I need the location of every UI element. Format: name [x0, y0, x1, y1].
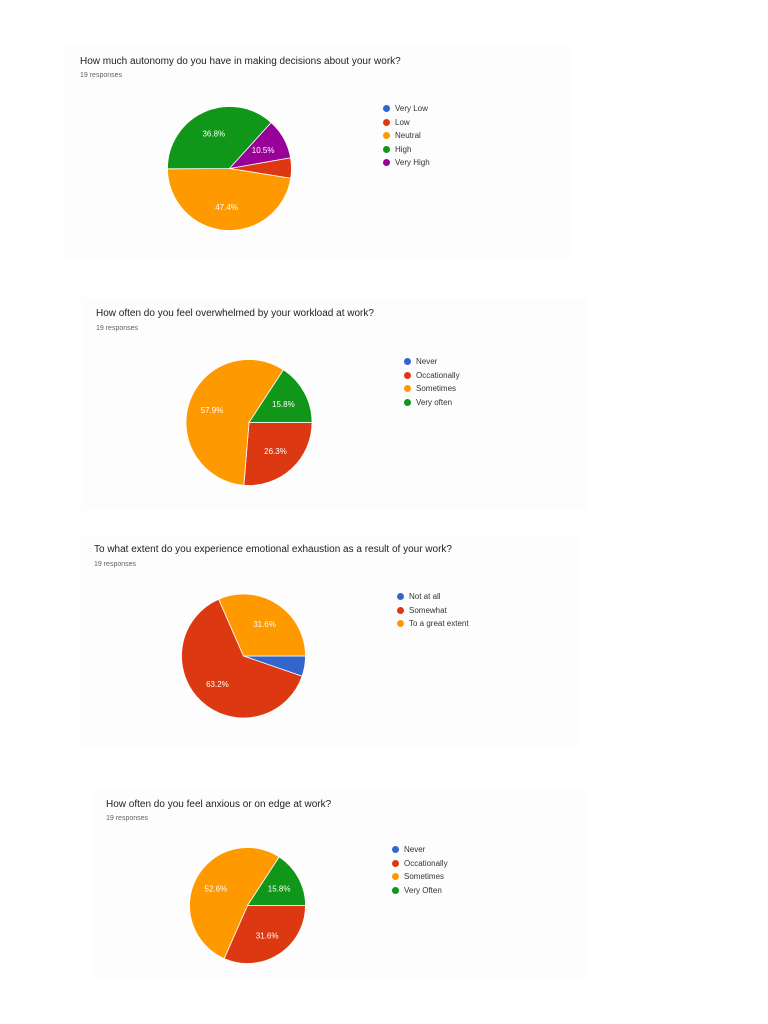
slice-label-occationally: 31.6% [256, 932, 279, 941]
legend-label: Sometimes [404, 872, 445, 882]
chart-title: How much autonomy do you have in making … [80, 56, 401, 67]
legend-label: Not at all [409, 592, 441, 602]
legend-swatch-icon [383, 132, 390, 140]
pie-slice-occationally [243, 422, 313, 486]
pie-chart-autonomy: 47.4% 36.8% 10.5% [167, 106, 292, 231]
legend-swatch-icon [383, 118, 390, 126]
chart-panel-autonomy [64, 46, 570, 258]
slice-label-very-often: 15.8% [268, 884, 291, 893]
legend-item-to-a-great-extent: To a great extent [397, 617, 469, 631]
slice-label-somewhat: 63.2% [206, 680, 229, 689]
pie-slice-sometimes [185, 359, 284, 486]
legend-label: Occationally [416, 370, 460, 380]
legend-swatch-icon [404, 371, 411, 379]
slice-label-very-high: 10.5% [252, 146, 275, 155]
legend-label: To a great extent [409, 619, 469, 629]
response-count: 19 responses [80, 72, 123, 79]
legend-swatch-icon [397, 620, 404, 628]
slice-label-neutral: 47.4% [215, 203, 238, 212]
legend-item-never: Never [404, 355, 460, 369]
legend-label: Low [395, 117, 410, 127]
legend-item-very-often: Very Often [392, 884, 448, 898]
legend-swatch-icon [383, 105, 390, 113]
response-count: 19 responses [96, 325, 139, 332]
legend-item-sometimes: Sometimes [392, 870, 448, 884]
legend-label: Very High [395, 158, 430, 168]
legend-item-neutral: Neutral [383, 129, 430, 143]
pie-slice-occationally [223, 905, 306, 964]
pie-slice-high [167, 106, 272, 170]
slice-label-to-a-great-extent: 31.6% [253, 620, 276, 629]
pie-slice-very-often [246, 856, 306, 906]
legend-item-low: Low [383, 116, 430, 130]
legend-label: Occationally [404, 858, 448, 868]
legend-swatch-icon [404, 358, 411, 366]
legend-label: Very Low [395, 104, 428, 114]
legend-label: Somewhat [409, 605, 447, 615]
chart-title: How often do you feel anxious or on edge… [106, 799, 332, 810]
legend-item-very-often: Very often [404, 396, 460, 410]
response-count: 19 responses [106, 815, 149, 822]
chart-title: How often do you feel overwhelmed by you… [96, 308, 374, 319]
response-count: 19 responses [94, 561, 137, 568]
legend-swatch-icon [397, 606, 404, 614]
legend-swatch-icon [392, 859, 399, 867]
slice-label-very-often: 15.8% [272, 400, 295, 409]
legend-label: Neutral [395, 131, 421, 141]
pie-chart-exhaustion: 63.2% 31.6% [181, 593, 306, 719]
slice-label-sometimes: 52.6% [205, 884, 228, 893]
legend: Never Occationally Sometimes Very often [404, 355, 460, 409]
legend-item-never: Never [392, 843, 448, 857]
legend-swatch-icon [392, 886, 399, 894]
legend-item-very-high: Very High [383, 156, 430, 170]
legend-item-occationally: Occationally [392, 857, 448, 871]
legend-swatch-icon [397, 593, 404, 601]
legend-item-occationally: Occationally [404, 369, 460, 383]
legend-swatch-icon [383, 159, 390, 167]
pie-slice-very-often [248, 369, 313, 423]
legend-label: High [395, 144, 412, 154]
legend-item-very-low: Very Low [383, 102, 430, 116]
legend-label: Never [404, 845, 426, 855]
pie-slice-sometimes [189, 847, 280, 960]
legend-item-not-at-all: Not at all [397, 590, 469, 604]
legend: Never Occationally Sometimes Very Often [392, 843, 448, 897]
chart-panel-workload [82, 298, 588, 510]
legend-swatch-icon [392, 873, 399, 881]
legend-swatch-icon [404, 398, 411, 406]
slice-label-occationally: 26.3% [264, 447, 287, 456]
legend-item-sometimes: Sometimes [404, 382, 460, 396]
chart-title: To what extent do you experience emotion… [94, 544, 452, 555]
legend-swatch-icon [404, 385, 411, 393]
legend-label: Never [416, 357, 438, 367]
chart-panel-exhaustion [80, 535, 580, 747]
slice-label-sometimes: 57.9% [201, 406, 224, 415]
pie-chart-anxiety: 31.6% 52.6% 15.8% [189, 847, 306, 964]
pie-chart-workload: 26.3% 57.9% 15.8% [185, 359, 313, 486]
legend-label: Very often [416, 397, 453, 407]
pie-slice-somewhat [181, 598, 303, 719]
pie-slice-very-high [228, 122, 292, 170]
legend-item-high: High [383, 143, 430, 157]
legend: Very Low Low Neutral High Very High [383, 102, 430, 170]
legend: Not at all Somewhat To a great extent [397, 590, 469, 631]
legend-label: Very Often [404, 885, 442, 895]
pie-slice-to-a-great-extent [218, 593, 306, 657]
chart-panel-anxiety [92, 790, 586, 980]
pie-slice-neutral [167, 168, 292, 231]
legend-label: Sometimes [416, 384, 457, 394]
slice-label-high: 36.8% [202, 129, 225, 138]
legend-swatch-icon [392, 846, 399, 854]
legend-swatch-icon [383, 145, 390, 153]
legend-item-somewhat: Somewhat [397, 604, 469, 618]
